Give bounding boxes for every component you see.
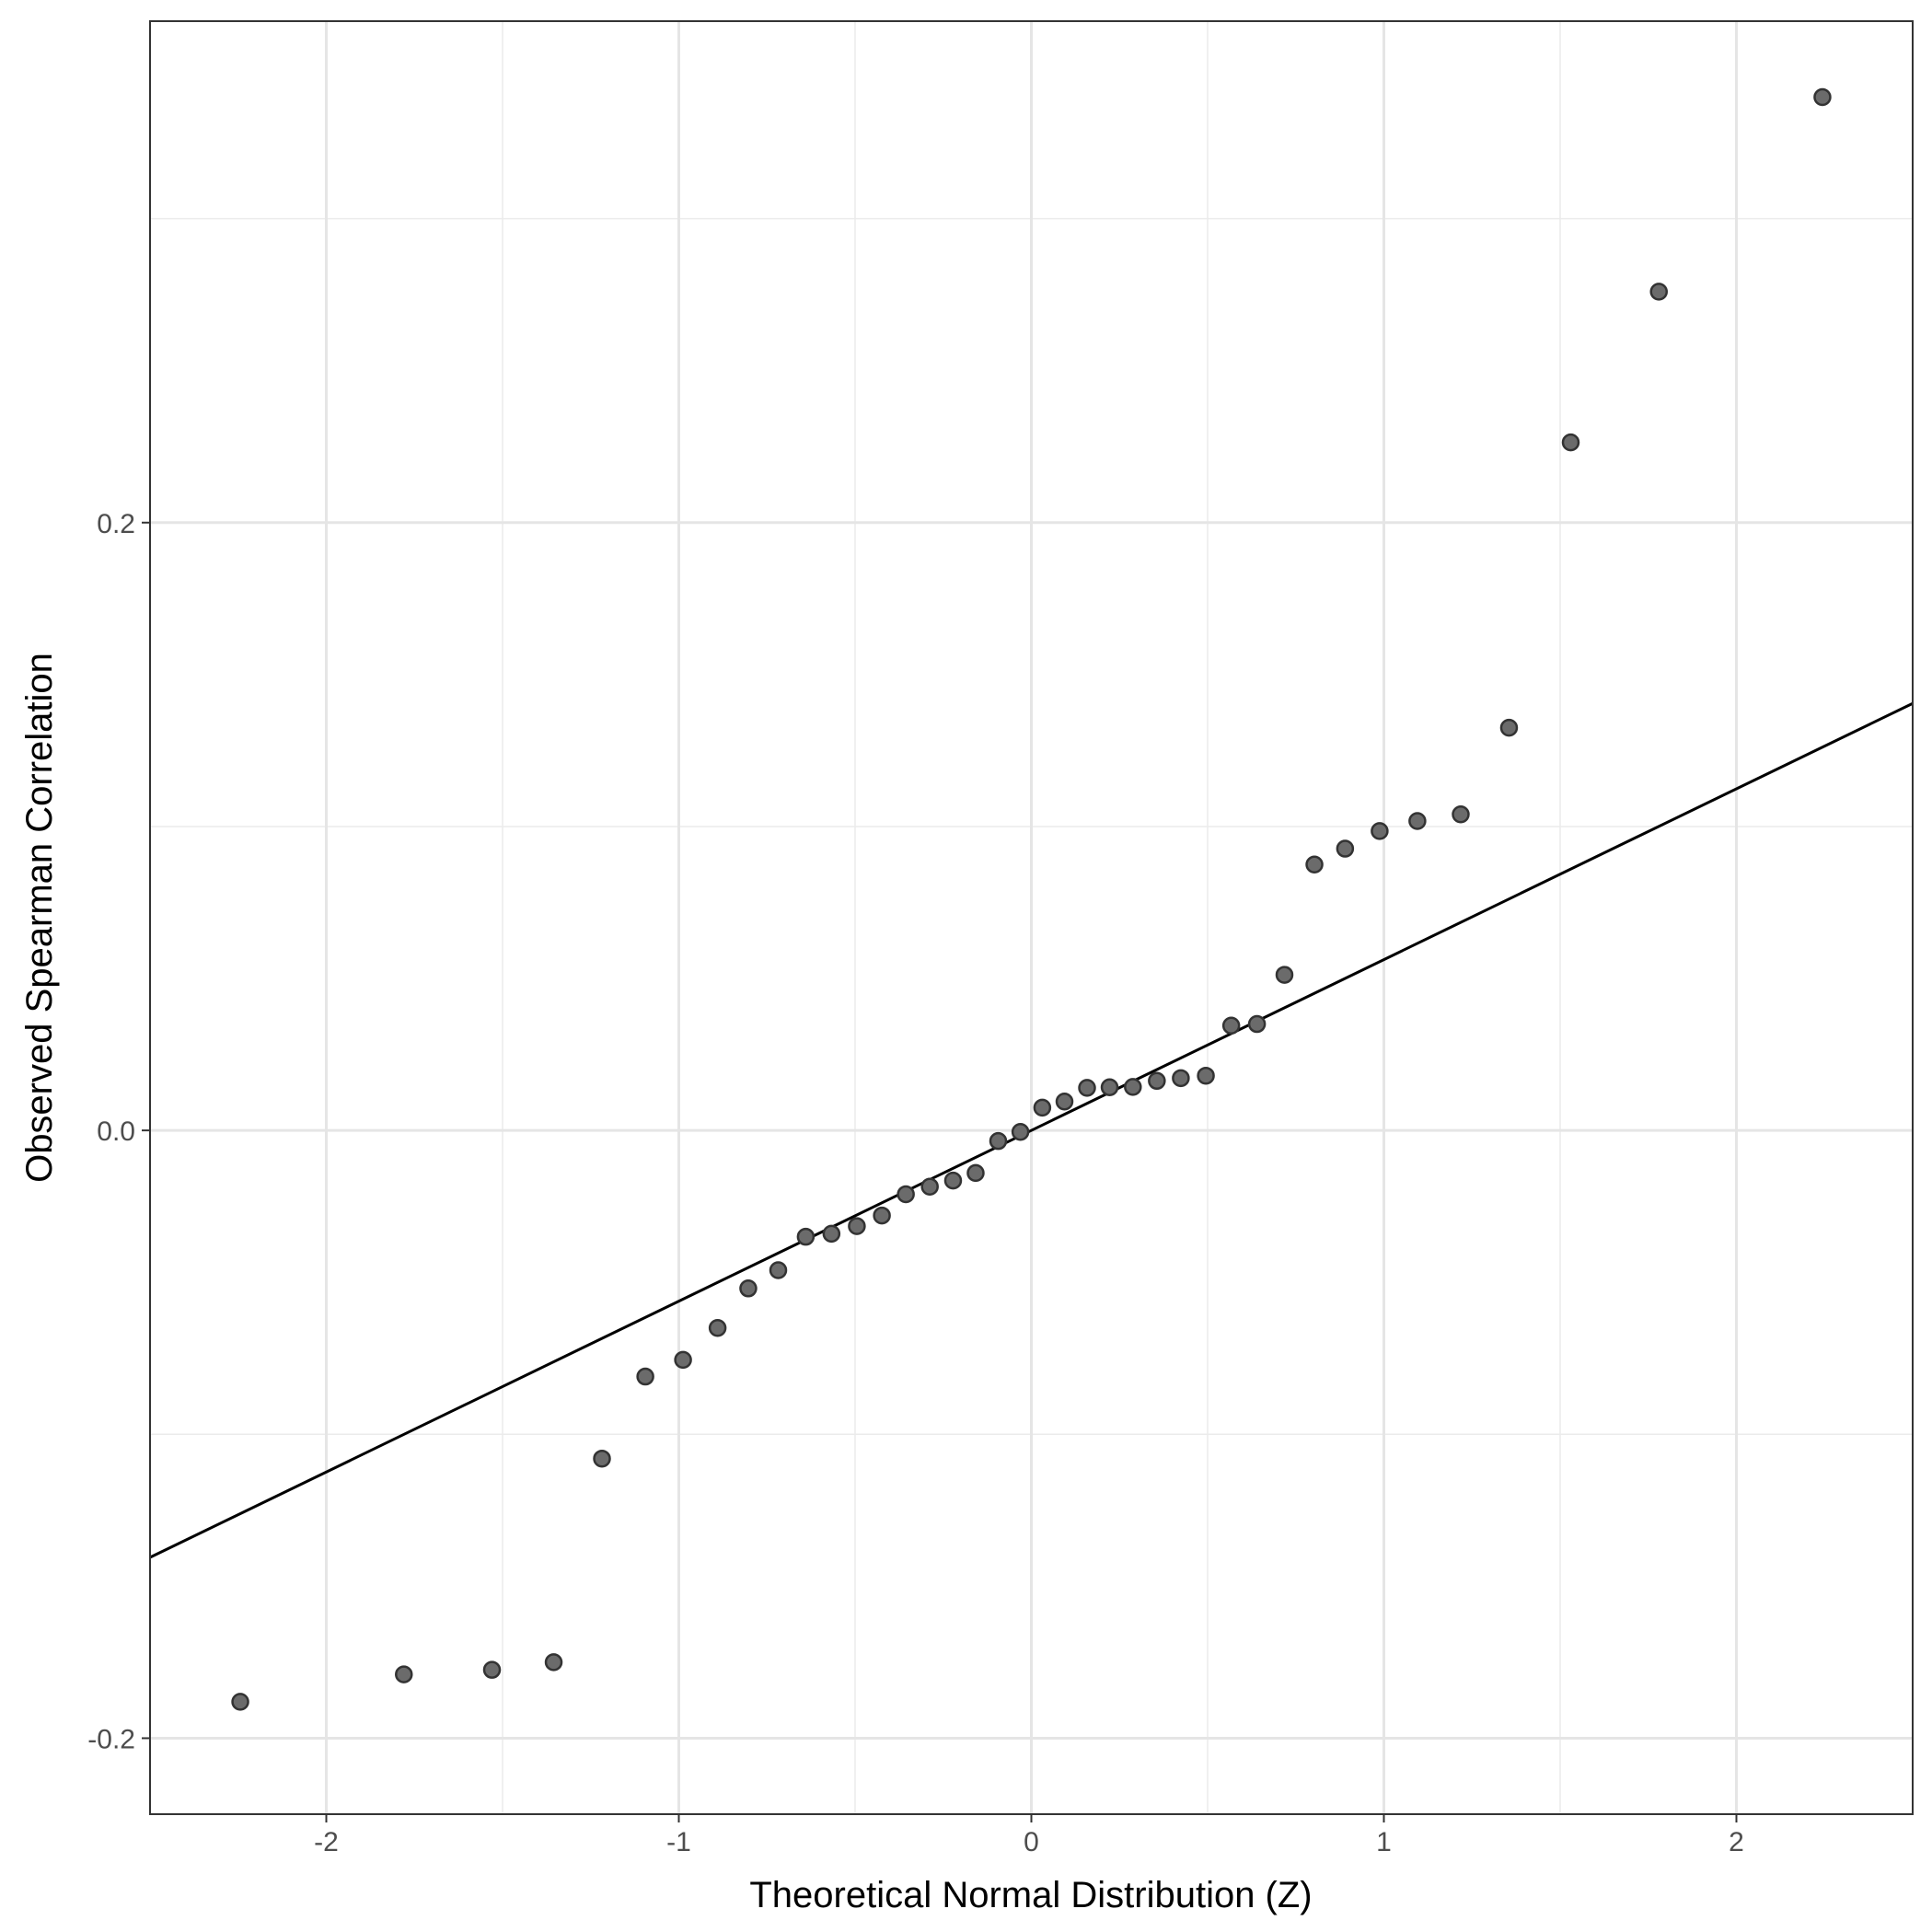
y-tick-label-0: -0.2 <box>87 1724 135 1754</box>
data-point-23 <box>1102 1080 1117 1095</box>
data-point-18 <box>990 1133 1006 1149</box>
x-tick-label-3: 1 <box>1376 1827 1392 1857</box>
data-point-3 <box>546 1654 561 1670</box>
y-axis-title: Observed Spearman Correlation <box>19 653 60 1183</box>
data-point-26 <box>1173 1070 1188 1086</box>
data-point-28 <box>1223 1018 1239 1034</box>
data-point-32 <box>1337 841 1353 857</box>
data-point-12 <box>849 1219 864 1234</box>
data-point-38 <box>1651 283 1667 299</box>
y-tick-label-1: 0.0 <box>97 1116 135 1147</box>
data-point-5 <box>638 1369 654 1384</box>
data-point-30 <box>1277 967 1292 983</box>
data-point-17 <box>967 1165 983 1181</box>
data-point-37 <box>1563 434 1579 450</box>
data-point-35 <box>1452 806 1468 822</box>
data-point-22 <box>1080 1080 1095 1095</box>
data-point-6 <box>676 1352 691 1368</box>
data-point-19 <box>1012 1124 1028 1140</box>
data-point-16 <box>945 1173 961 1188</box>
data-point-21 <box>1057 1093 1072 1109</box>
data-point-11 <box>824 1226 839 1242</box>
data-point-9 <box>770 1262 786 1278</box>
data-point-33 <box>1371 823 1387 839</box>
x-tick-label-4: 2 <box>1729 1827 1744 1857</box>
data-point-0 <box>233 1694 249 1709</box>
data-point-14 <box>898 1186 914 1202</box>
data-point-24 <box>1125 1079 1140 1094</box>
data-point-29 <box>1249 1016 1265 1032</box>
data-point-34 <box>1409 814 1425 829</box>
data-point-36 <box>1501 720 1517 735</box>
data-point-39 <box>1814 89 1830 105</box>
x-axis-title: Theoretical Normal Distribution (Z) <box>749 1875 1312 1915</box>
x-tick-label-1: -1 <box>666 1827 691 1857</box>
data-point-31 <box>1307 857 1323 873</box>
y-tick-label-2: 0.2 <box>97 509 135 539</box>
data-point-13 <box>874 1208 890 1223</box>
data-point-10 <box>798 1229 814 1244</box>
x-tick-label-0: -2 <box>314 1827 339 1857</box>
data-point-4 <box>595 1451 610 1466</box>
data-point-20 <box>1035 1100 1050 1116</box>
data-point-7 <box>710 1320 725 1336</box>
data-point-15 <box>922 1179 938 1195</box>
data-point-1 <box>396 1667 411 1683</box>
data-point-8 <box>740 1280 756 1296</box>
data-point-27 <box>1198 1068 1214 1083</box>
data-point-25 <box>1149 1073 1164 1089</box>
data-point-2 <box>484 1662 500 1678</box>
x-tick-label-2: 0 <box>1024 1827 1039 1857</box>
